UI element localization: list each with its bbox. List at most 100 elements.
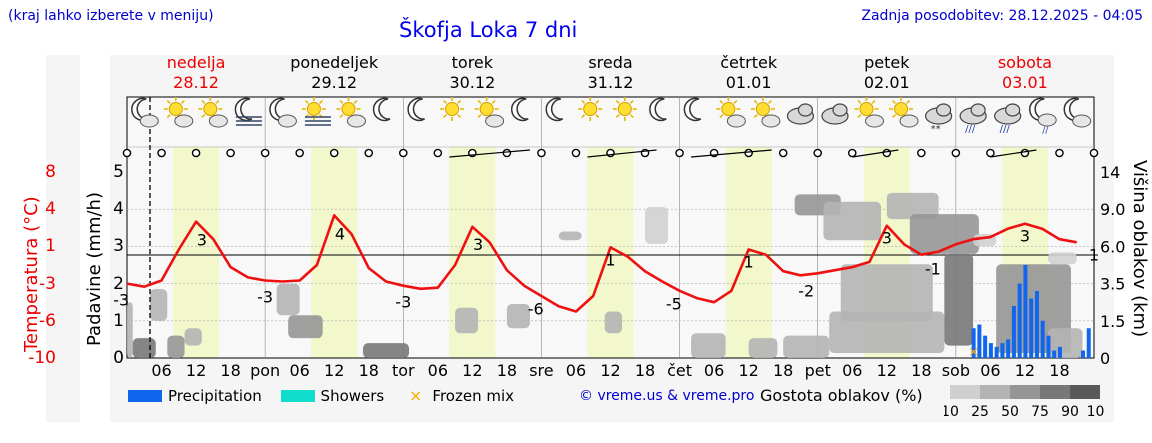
cloud-layer (184, 328, 202, 346)
hour-tick-label: pon (250, 361, 280, 380)
cloud-layer (1047, 252, 1077, 265)
precipitation-bar (1034, 291, 1039, 358)
hour-tick-label: 06 (980, 361, 1000, 380)
day-date: 31.12 (587, 73, 634, 92)
wind-calm-circle (847, 148, 857, 158)
moon-cloud-icon (1063, 97, 1092, 128)
sun-cloud-icon (716, 97, 746, 128)
cloud-icon (821, 103, 849, 125)
precipitation-tick: 0 (113, 348, 124, 368)
cloud-rain-icon: /// (994, 103, 1022, 135)
sun-cloud-icon (889, 97, 919, 128)
wind-calm-circle (917, 148, 926, 158)
cloud-layer (604, 311, 623, 334)
wind-barb (449, 149, 530, 158)
cloud-layer (288, 315, 323, 339)
moon-icon (407, 97, 425, 122)
day-date: 03.01 (1002, 73, 1048, 92)
sun-cloud-icon (854, 97, 885, 128)
cloud-rain-icon: /// (959, 103, 987, 135)
precipitation-bar (971, 328, 976, 358)
cloud-layer (748, 338, 778, 358)
precipitation-bar (1000, 343, 1005, 358)
temperature-tick: -10 (28, 348, 56, 368)
wind-calm-circle (1020, 148, 1030, 158)
wind-calm-circle (571, 148, 581, 158)
right-axis-tick: 6.0 (1100, 237, 1125, 256)
temperature-axis-title: Temperatura (°C) (21, 196, 42, 352)
density-swatch (950, 385, 980, 399)
precipitation-tick: 4 (113, 199, 124, 220)
precipitation-bar (1006, 339, 1011, 358)
density-swatch (980, 385, 1010, 399)
hour-tick-label: 12 (462, 361, 482, 380)
wind-barb (852, 149, 899, 158)
sun-icon (440, 97, 465, 121)
hour-tick-label: pet (805, 361, 831, 380)
frozen-mix-mark: × (968, 345, 979, 360)
cloud-height-axis-title: Višina oblakov (km) (1129, 160, 1150, 338)
cloud-layer (362, 343, 410, 358)
sun-cloud-icon (474, 97, 505, 128)
precipitation-tick: 3 (113, 236, 124, 257)
hour-tick-label: 12 (324, 361, 344, 380)
cloud-layer (645, 206, 669, 244)
legend-frozen: Frozen mix (432, 387, 515, 405)
hour-tick-label: 12 (877, 361, 897, 380)
wind-calm-circle (226, 148, 235, 158)
day-date: 29.12 (311, 73, 358, 92)
day-name: torek (451, 53, 494, 72)
sun-cloud-icon (198, 97, 228, 128)
temperature-label: 3 (197, 230, 207, 249)
wind-calm-circle (260, 148, 270, 158)
legend: Precipitation Showers × Frozen mix (128, 386, 514, 405)
svg-text:///: /// (1000, 124, 1011, 135)
day-date: 28.12 (173, 73, 219, 92)
density-swatch (1070, 385, 1100, 399)
right-axis-tick: 14 (1100, 163, 1120, 182)
hour-tick-label: 06 (704, 361, 724, 380)
wind-calm-circle (329, 148, 339, 158)
cloud-layer (506, 304, 530, 329)
day-name: sobota (997, 53, 1052, 72)
hour-tick-label: 06 (842, 361, 862, 380)
temperature-label: 3 (1020, 227, 1030, 246)
cloud-layer (886, 192, 939, 220)
location-hint: (kraj lahko izberete v meniju) (8, 8, 214, 24)
precipitation-bar (1057, 346, 1062, 358)
svg-text:**: ** (931, 124, 941, 135)
hour-tick-label: 12 (738, 361, 758, 380)
wind-calm-circle (502, 148, 512, 158)
wind-calm-circle (122, 148, 132, 158)
wind-calm-circle (675, 148, 684, 158)
wind-calm-circle (157, 148, 166, 158)
moon-icon (545, 97, 564, 122)
density-tick: 75 (1031, 404, 1049, 420)
wind-calm-circle (1055, 148, 1064, 158)
cloud-layer (276, 283, 300, 316)
density-tick: 10 (944, 404, 959, 420)
hour-tick-label: 18 (773, 361, 793, 380)
cloud-layer (150, 289, 168, 321)
temperature-label: 1 (744, 253, 754, 272)
precipitation-bar (977, 324, 982, 358)
day-name: četrtek (720, 53, 778, 72)
right-axis-tick: 1.5 (1100, 312, 1125, 331)
temperature-label: 4 (335, 225, 345, 244)
legend-showers: Showers (320, 387, 385, 405)
cloud-layer (455, 307, 479, 334)
frozen-mix-icon: × (409, 386, 423, 405)
precipitation-bar (1011, 305, 1016, 358)
cloud-density-scale: 10 25 50 75 90 100 (941, 385, 1113, 429)
density-swatch (1010, 385, 1040, 399)
density-swatch (1040, 385, 1070, 399)
hour-tick-label: 06 (566, 361, 586, 380)
day-name: nedelja (166, 53, 226, 72)
cloud-layer (132, 338, 156, 358)
wind-calm-circle (778, 148, 788, 158)
hour-tick-label: 18 (359, 361, 379, 380)
cloud-layer (691, 333, 726, 358)
wind-calm-circle (398, 148, 408, 158)
temperature-tick: 1 (45, 236, 56, 257)
precipitation-bar (1086, 328, 1091, 358)
